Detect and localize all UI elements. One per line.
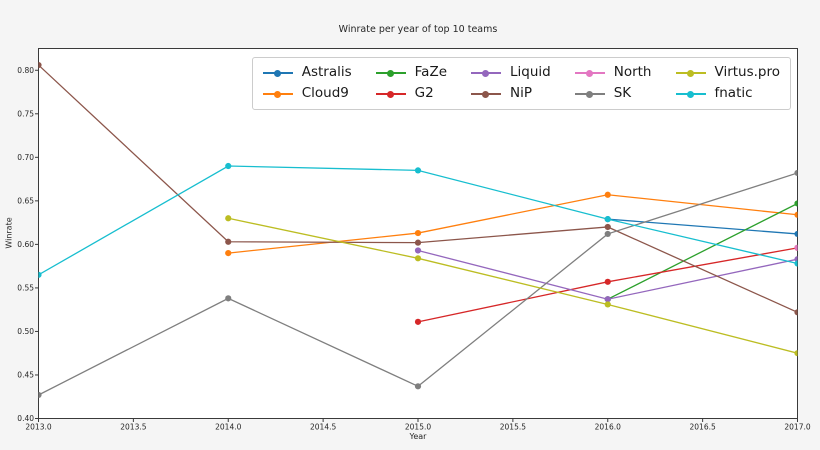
data-point-nip [38,61,42,69]
data-point-nip [414,239,422,246]
series-fnatic [38,162,798,278]
y-tick-label: 0.40 [17,414,34,423]
legend-item-north: North [574,63,652,83]
data-point-sk [414,383,422,390]
series-liquid [414,247,798,303]
data-point-cloud9 [604,191,611,198]
y-tick-label: 0.75 [17,109,34,118]
legend-line-marker-icon [675,66,706,80]
y-tick-label: 0.55 [17,283,34,292]
y-tick-label: 0.65 [17,196,34,205]
legend-item-virtus-pro: Virtus.pro [675,63,781,83]
data-point-liquid [414,247,422,254]
legend-line-marker-icon [262,66,293,80]
series-virtus-pro [225,215,798,357]
legend-label-faze: FaZe [414,64,448,81]
data-point-virtus-pro [604,301,611,308]
series-line-virtus-pro [228,217,798,354]
y-tick-label: 0.70 [17,153,34,162]
series-north [794,244,798,251]
data-point-fnatic [225,162,232,170]
x-tick-label: 2015.0 [405,423,431,432]
x-tick-label: 2016.5 [690,423,716,432]
y-tick-label: 0.60 [17,240,34,249]
x-tick-label: 2013.0 [25,423,51,432]
data-point-fnatic [604,216,611,223]
x-axis-label: Year [409,432,427,441]
data-point-cloud9 [794,211,798,218]
legend-label-fnatic: fnatic [714,85,753,102]
data-point-fnatic [794,260,798,267]
data-point-g2 [414,318,422,325]
y-tick-label: 0.50 [17,327,34,336]
data-point-fnatic [38,271,42,278]
legend-label-g2: G2 [414,85,434,102]
data-point-astralis [794,230,798,238]
data-point-fnatic [414,167,422,174]
legend-item-cloud9: Cloud9 [262,84,352,104]
data-point-north [794,244,798,251]
legend-line-marker-icon [375,87,406,101]
data-point-nip [604,223,611,231]
y-tick-label: 0.80 [17,66,34,75]
data-point-nip [225,238,232,245]
legend-item-sk: SK [574,84,652,104]
data-point-cloud9 [414,229,422,237]
legend-line-marker-icon [471,66,502,80]
legend-item-g2: G2 [375,84,447,104]
legend-line-marker-icon [574,66,605,80]
legend-label-nip: NiP [510,85,533,102]
legend-line-marker-icon [471,87,502,101]
legend-item-liquid: Liquid [471,63,551,83]
data-point-liquid [604,296,611,303]
series-cloud9 [225,191,798,257]
y-axis-label: Winrate [4,217,14,249]
series-nip [38,61,798,316]
series-line-astralis [607,218,798,235]
legend-label-sk: SK [613,85,632,102]
data-point-sk [225,295,232,302]
data-point-sk [38,391,42,399]
x-tick-label: 2015.5 [500,423,526,432]
data-point-nip [794,309,798,316]
data-point-sk [794,169,798,177]
data-point-cloud9 [225,249,232,257]
x-tick-label: 2016.0 [595,423,621,432]
series-line-cloud9 [228,194,798,254]
legend-item-astralis: Astralis [262,63,352,83]
data-point-virtus-pro [225,215,232,222]
series-sk [38,169,798,399]
series-line-faze [607,202,798,300]
x-tick-label: 2014.0 [215,423,241,432]
legend-line-marker-icon [375,66,406,80]
x-tick-label: 2014.5 [310,423,336,432]
legend-label-north: North [613,64,652,81]
legend-label-cloud9: Cloud9 [301,85,349,102]
data-point-faze [794,200,798,207]
legend-label-liquid: Liquid [510,64,551,81]
legend: Astralis Cloud9 FaZe G2 Liquid NiP North SK Virt… [251,57,791,110]
legend-label-virtus-pro: Virtus.pro [714,64,781,81]
legend-line-marker-icon [675,87,706,101]
data-point-virtus-pro [794,350,798,357]
legend-line-marker-icon [262,87,293,101]
data-point-sk [604,230,611,238]
legend-label-astralis: Astralis [301,64,352,81]
x-tick-label: 2013.5 [120,423,146,432]
legend-item-fnatic: fnatic [675,84,781,104]
x-tick-label: 2017.0 [784,423,810,432]
legend-line-marker-icon [574,87,605,101]
data-point-virtus-pro [414,255,422,262]
y-tick-label: 0.45 [17,370,34,379]
legend-item-nip: NiP [471,84,551,104]
legend-item-faze: FaZe [375,63,448,83]
chart-title: Winrate per year of top 10 teams [338,24,498,35]
data-point-g2 [604,278,611,285]
